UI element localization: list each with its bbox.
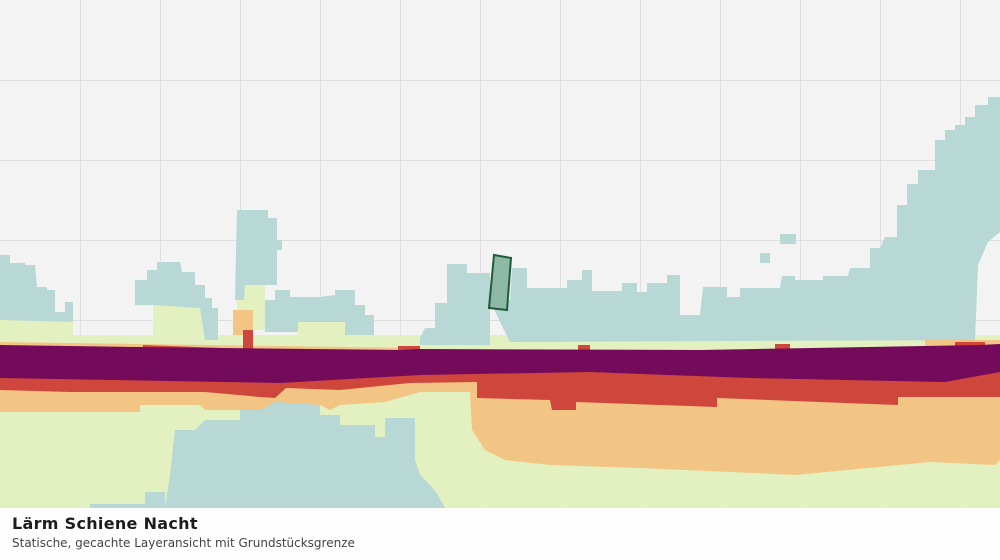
- map-shape: [298, 322, 345, 345]
- map-shape: [265, 290, 374, 335]
- map-shape: [90, 492, 165, 508]
- map-shape: [135, 262, 218, 340]
- map-shape: [420, 264, 490, 345]
- map-shape: [780, 234, 796, 244]
- parcel-boundary: [487, 253, 513, 312]
- map-shape: [490, 97, 1000, 342]
- map-subtitle: Statische, gecachte Layeransicht mit Gru…: [12, 536, 355, 550]
- map-shape: [0, 318, 73, 345]
- noise-zone-very-high: [0, 344, 1000, 383]
- caption-panel: Lärm Schiene Nacht Statische, gecachte L…: [0, 508, 1000, 560]
- map-shape: [165, 388, 445, 508]
- noise-zone-minimal: [0, 97, 1000, 508]
- map-title: Lärm Schiene Nacht: [12, 514, 198, 533]
- map-shape: [235, 210, 282, 300]
- map-shape: [0, 255, 73, 322]
- map-shape: [760, 253, 770, 263]
- map-shape: [243, 330, 253, 352]
- map-shape: [233, 310, 253, 335]
